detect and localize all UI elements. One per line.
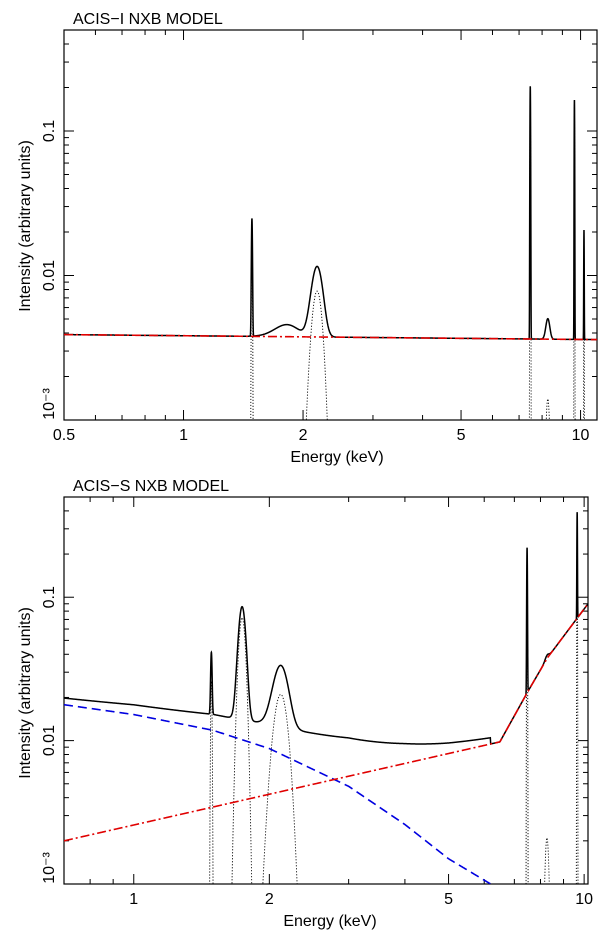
acis-i-curves — [64, 86, 597, 420]
acis-s-xtick-label: 2 — [265, 891, 274, 908]
acis-s-ytick-label: 10⁻³ — [41, 852, 58, 884]
acis-i-frame — [63, 29, 598, 421]
acis-s-ylabel: Intensity (arbitrary units) — [17, 607, 34, 779]
acis-i-panel: ACIS−I NXB MODEL 0.5 1 2 5 10 10⁻³ 0.01 0.1 Ene… — [17, 11, 598, 466]
acis-i-ytick-label: 0.01 — [41, 260, 58, 291]
acis-i-xtick-label: 1 — [179, 427, 188, 444]
acis-i-ytick-label: 0.1 — [41, 120, 58, 142]
acis-i-line-component — [545, 398, 550, 420]
acis-i-xtick-label: 5 — [457, 427, 466, 444]
acis-s-xtick-label: 1 — [129, 891, 138, 908]
acis-i-plot-area: 0.5 1 2 5 10 10⁻³ 0.01 0.1 — [41, 29, 598, 444]
acis-s-blue-continuum — [64, 703, 491, 884]
acis-s-total-model — [64, 512, 588, 745]
acis-s-line-component — [209, 679, 214, 884]
acis-s-frame — [63, 496, 589, 885]
acis-s-ytick-label: 0.01 — [41, 725, 58, 756]
acis-i-ylabel: Intensity (arbitrary units) — [17, 140, 34, 312]
acis-s-line-component — [544, 837, 550, 884]
acis-s-line-component — [262, 693, 298, 884]
acis-i-xtick-label: 10 — [572, 427, 590, 444]
acis-s-xlabel: Energy (keV) — [283, 913, 376, 930]
acis-s-ytick-label: 0.1 — [41, 586, 58, 608]
acis-s-xtick-label: 5 — [444, 891, 453, 908]
acis-s-plot-area: 1 2 5 10 10⁻³ 0.01 0.1 — [41, 496, 593, 908]
acis-i-title: ACIS−I NXB MODEL — [73, 11, 223, 28]
acis-s-red-continuum — [64, 603, 588, 842]
acis-s-curves — [64, 512, 588, 884]
acis-i-line-component — [305, 290, 328, 420]
acis-i-xtick-label: 2 — [299, 427, 308, 444]
acis-i-xtick-label: 0.5 — [53, 427, 75, 444]
acis-s-line-component — [231, 617, 253, 884]
acis-i-red-continuum — [64, 333, 597, 341]
acis-s-title: ACIS−S NXB MODEL — [73, 478, 229, 495]
acis-s-xtick-label: 10 — [575, 891, 593, 908]
acis-s-panel: ACIS−S NXB MODEL 1 2 5 10 10⁻³ 0.01 0.1 Energy… — [17, 478, 593, 930]
acis-i-total-model — [64, 86, 597, 341]
acis-i-ytick-label: 10⁻³ — [41, 388, 58, 420]
acis-i-xlabel: Energy (keV) — [290, 449, 383, 466]
